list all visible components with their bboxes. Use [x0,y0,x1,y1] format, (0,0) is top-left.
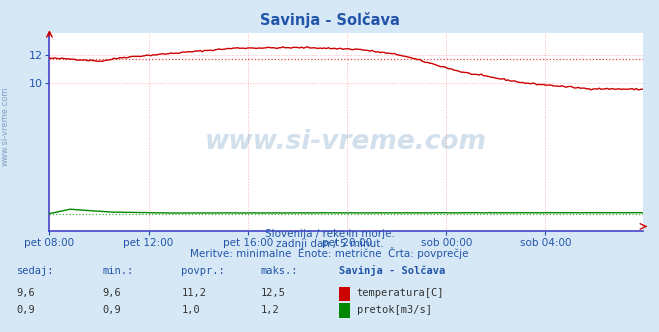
Text: pretok[m3/s]: pretok[m3/s] [357,305,432,315]
Text: maks.:: maks.: [260,266,298,276]
Text: povpr.:: povpr.: [181,266,225,276]
Text: 9,6: 9,6 [16,288,35,298]
Text: 1,2: 1,2 [260,305,279,315]
Text: sedaj:: sedaj: [16,266,54,276]
Text: 0,9: 0,9 [16,305,35,315]
Text: www.si-vreme.com: www.si-vreme.com [205,129,487,155]
Text: zadnji dan / 5 minut.: zadnji dan / 5 minut. [275,239,384,249]
Text: Savinja - Solčava: Savinja - Solčava [260,12,399,28]
Text: 11,2: 11,2 [181,288,206,298]
Text: 9,6: 9,6 [102,288,121,298]
Text: Savinja - Solčava: Savinja - Solčava [339,265,445,276]
Text: 12,5: 12,5 [260,288,285,298]
Text: Slovenija / reke in morje.: Slovenija / reke in morje. [264,229,395,239]
Text: 1,0: 1,0 [181,305,200,315]
Text: www.si-vreme.com: www.si-vreme.com [1,86,10,166]
Text: 0,9: 0,9 [102,305,121,315]
Text: Meritve: minimalne  Enote: metrične  Črta: povprečje: Meritve: minimalne Enote: metrične Črta:… [190,247,469,259]
Text: temperatura[C]: temperatura[C] [357,288,444,298]
Text: min.:: min.: [102,266,133,276]
